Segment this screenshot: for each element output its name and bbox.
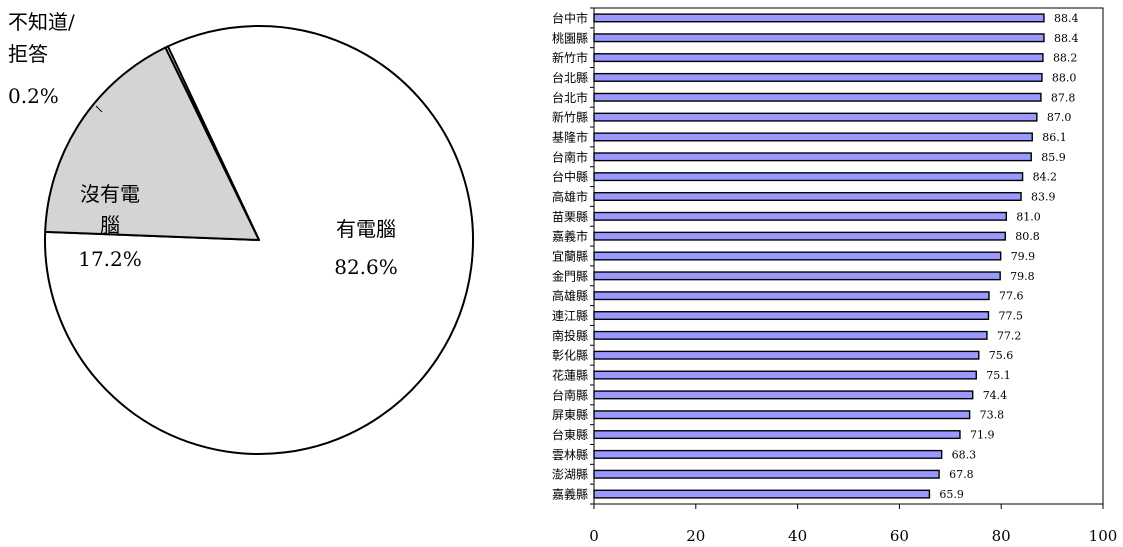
category-label: 基隆市 (552, 129, 588, 144)
pie-slice-label: 有電腦 (336, 217, 396, 241)
bar (593, 370, 977, 380)
value-label: 79.8 (1010, 270, 1035, 283)
bar (593, 410, 971, 420)
pie-slice (44, 46, 260, 241)
category-label: 嘉義市 (552, 229, 588, 244)
value-label: 88.0 (1052, 71, 1077, 84)
bar (593, 33, 1045, 43)
bar (593, 271, 1001, 281)
bar (593, 92, 1042, 102)
x-tick-label: 40 (788, 527, 807, 545)
value-label: 81.0 (1016, 210, 1041, 223)
bar (593, 430, 961, 440)
category-label: 台北縣 (552, 70, 588, 85)
category-label: 彰化縣 (552, 348, 588, 363)
value-label: 88.2 (1053, 52, 1078, 65)
category-label: 連江縣 (552, 309, 588, 323)
pie-slice-label: 沒有電 (80, 182, 140, 206)
bar (593, 350, 980, 360)
category-label: 台中市 (552, 10, 588, 25)
category-label: 高雄縣 (552, 288, 588, 303)
category-label: 台東縣 (552, 427, 588, 442)
category-label: 金門縣 (552, 268, 588, 283)
bar (593, 449, 943, 459)
bar (593, 251, 1002, 261)
pie-slice-label: 拒答 (8, 42, 48, 66)
category-label: 桃園縣 (552, 30, 588, 45)
value-label: 87.0 (1047, 111, 1072, 124)
value-label: 88.4 (1054, 12, 1079, 25)
bar (593, 211, 1007, 221)
value-label: 86.1 (1042, 131, 1067, 144)
category-label: 雲林縣 (552, 448, 588, 462)
category-label: 苗栗縣 (552, 210, 588, 224)
bar (593, 330, 988, 340)
value-label: 77.2 (997, 329, 1022, 342)
category-label: 嘉義縣 (552, 487, 588, 502)
pie-slice-label: 0.2% (8, 84, 59, 108)
bar (593, 291, 990, 301)
category-label: 高雄市 (552, 189, 588, 204)
value-label: 79.9 (1011, 250, 1036, 263)
value-label: 77.5 (998, 310, 1023, 323)
bar (593, 469, 940, 479)
pie-slice-label: 17.2% (78, 247, 142, 271)
bar (593, 172, 1024, 182)
x-tick-label: 0 (589, 527, 599, 545)
bar (593, 53, 1044, 63)
bar (593, 13, 1045, 23)
bar (593, 72, 1043, 82)
category-label: 新竹市 (552, 50, 588, 65)
category-label: 台南縣 (552, 387, 588, 402)
value-label: 75.1 (986, 369, 1011, 382)
bar (593, 489, 931, 499)
value-label: 67.8 (949, 468, 974, 481)
pie-slice-label: 不知道/ (8, 10, 75, 34)
value-label: 71.9 (970, 429, 995, 442)
value-label: 74.4 (983, 389, 1008, 402)
x-tick-label: 80 (992, 527, 1011, 545)
category-label: 台南市 (552, 149, 588, 164)
value-label: 73.8 (980, 409, 1005, 422)
category-label: 新竹縣 (552, 110, 588, 125)
bar-chart: 台中市 88.4 桃園縣 88.4 新竹市 88.2 台北縣 88.0 台北市 87.8 新竹縣 87… (552, 7, 1118, 545)
category-label: 台北市 (552, 90, 588, 105)
category-label: 宜蘭縣 (552, 249, 588, 264)
value-label: 80.8 (1015, 230, 1040, 243)
x-tick-label: 20 (686, 527, 705, 545)
x-tick-label: 60 (890, 527, 909, 545)
bar (593, 112, 1038, 122)
pie-slice-label: 82.6% (334, 255, 398, 279)
x-tick-label: 100 (1089, 527, 1118, 545)
value-label: 84.2 (1033, 171, 1058, 184)
bar (593, 231, 1006, 241)
pie-leader-line (95, 105, 103, 113)
value-label: 77.6 (999, 290, 1024, 303)
bar (593, 132, 1033, 142)
bar (593, 311, 990, 321)
value-label: 75.6 (989, 349, 1014, 362)
category-label: 南投縣 (552, 328, 588, 343)
value-label: 87.8 (1051, 91, 1076, 104)
pie-slice-label: 腦 (100, 213, 120, 237)
pie-slice (164, 45, 260, 241)
bar (593, 191, 1022, 201)
value-label: 88.4 (1054, 32, 1079, 45)
category-label: 花蓮縣 (552, 368, 588, 383)
value-label: 85.9 (1041, 151, 1066, 164)
category-label: 澎湖縣 (552, 467, 588, 482)
bar (593, 152, 1032, 162)
value-label: 83.9 (1031, 190, 1056, 203)
bar (593, 390, 974, 400)
value-label: 65.9 (939, 488, 964, 501)
category-label: 台中縣 (552, 169, 588, 184)
value-label: 68.3 (952, 448, 977, 461)
category-label: 屏東縣 (552, 408, 588, 422)
